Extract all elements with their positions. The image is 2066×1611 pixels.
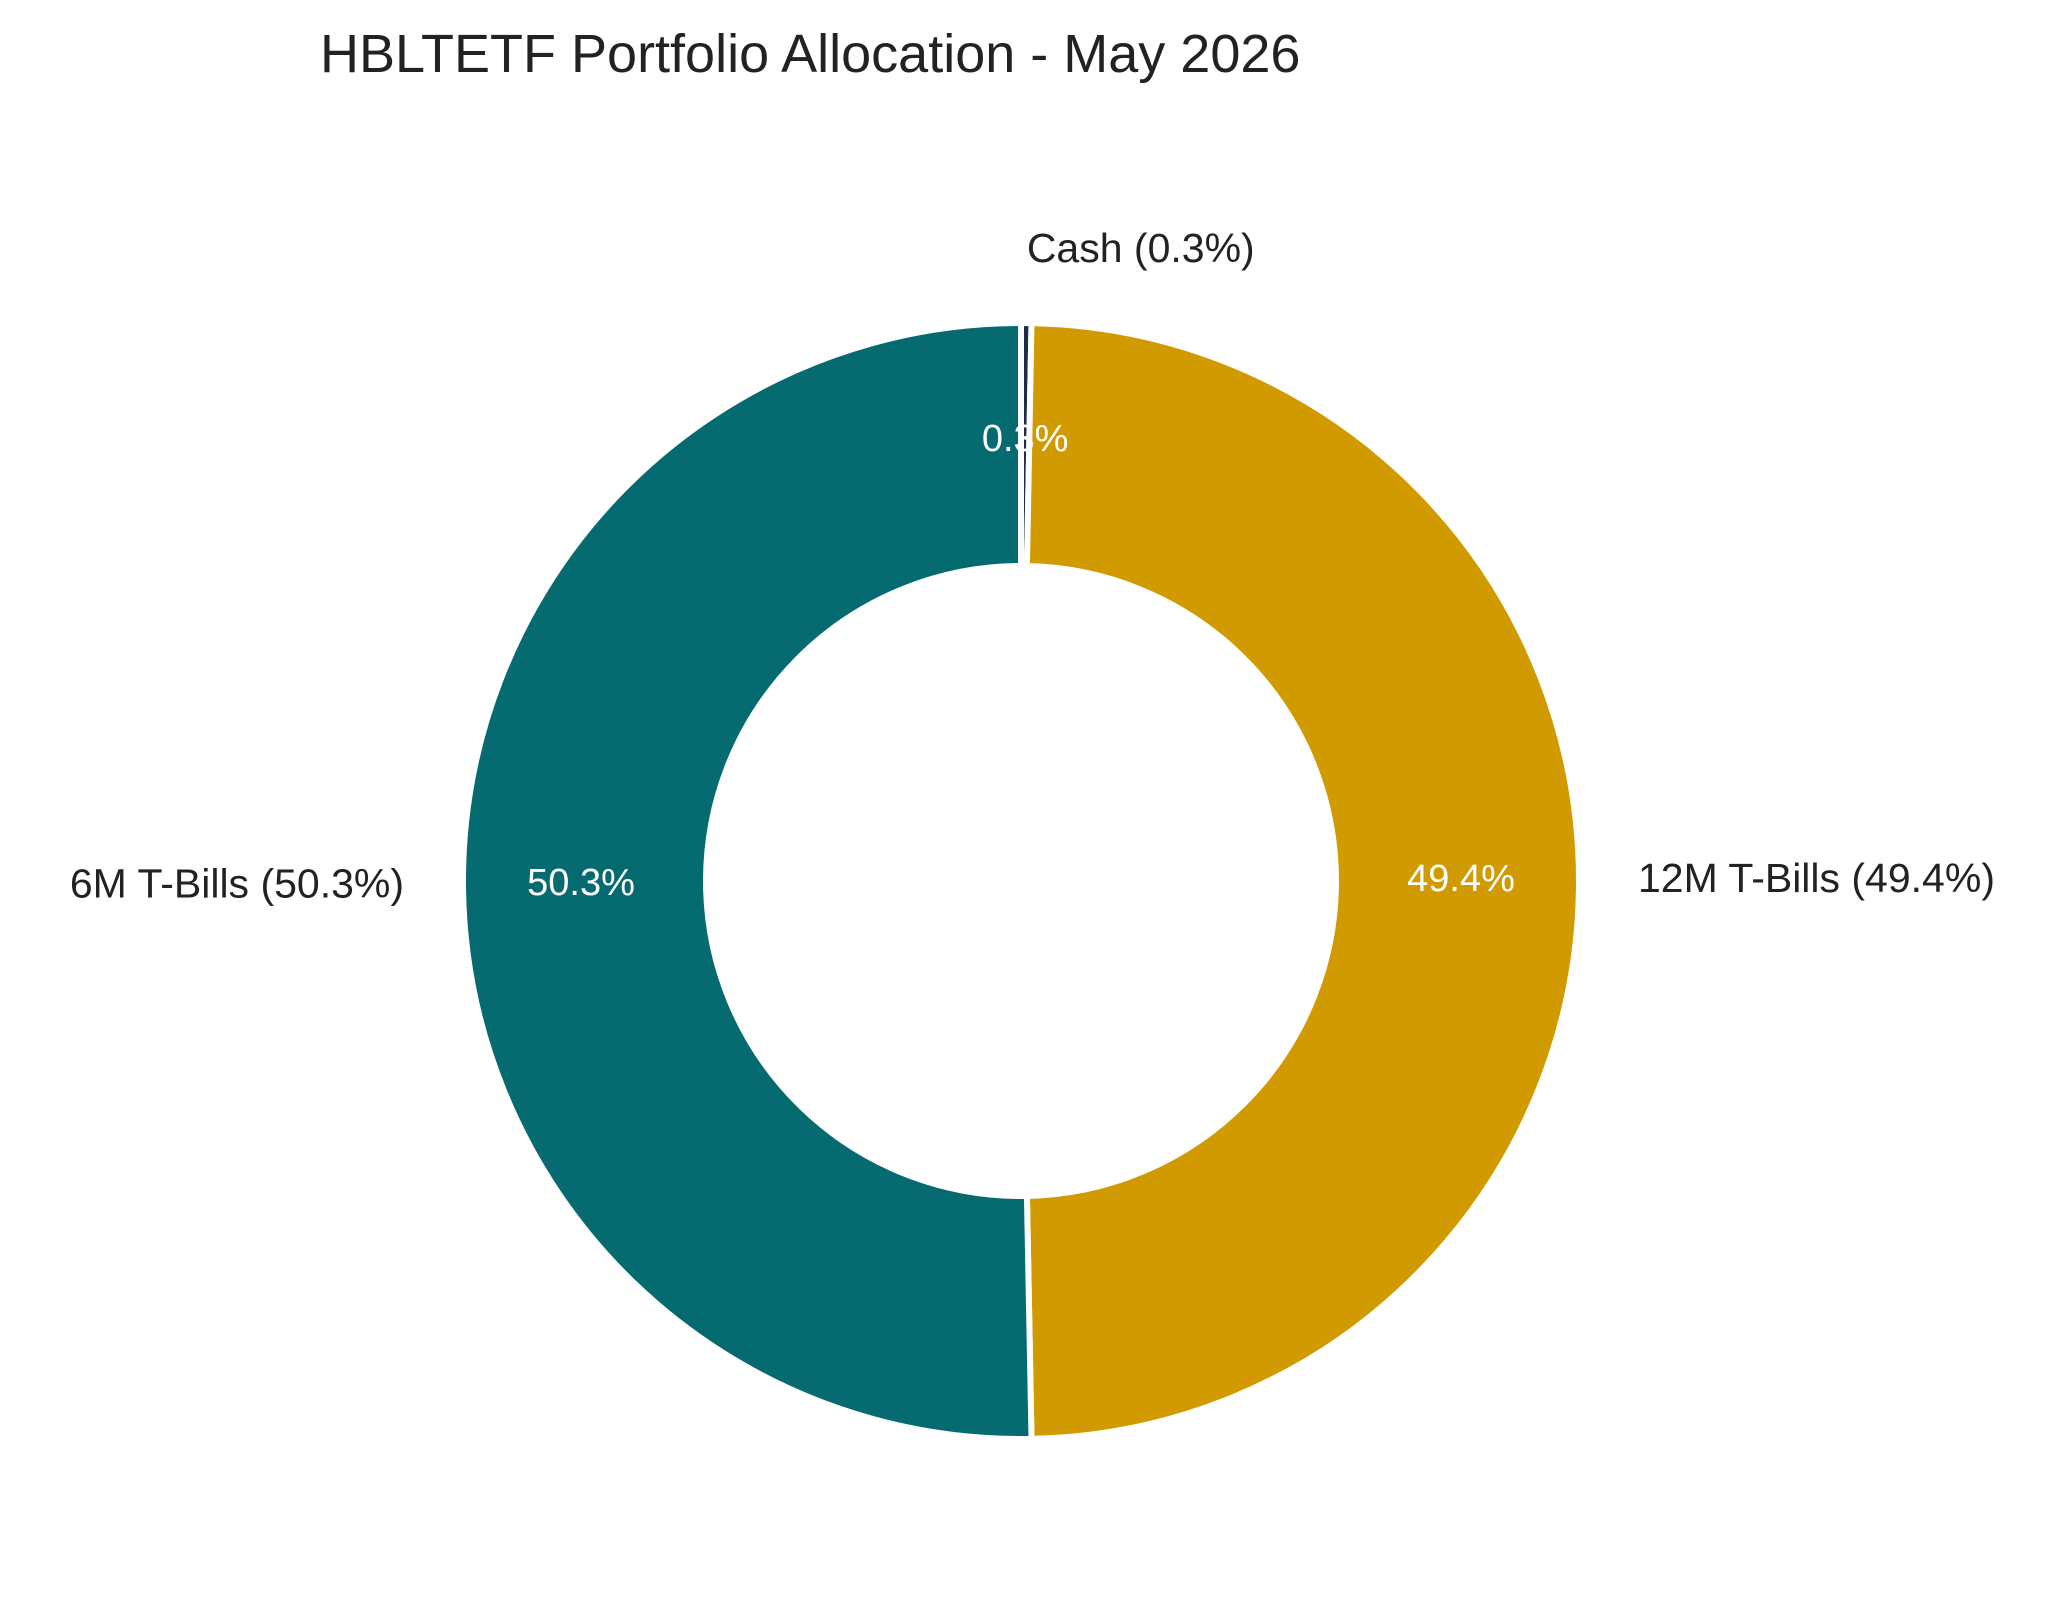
outer-label-12m-t-bills: 12M T-Bills (49.4%) bbox=[1638, 855, 1995, 901]
chart-title: HBLTETF Portfolio Allocation - May 2026 bbox=[320, 24, 1300, 84]
pct-label-6m-t-bills: 50.3% bbox=[527, 862, 635, 904]
pct-label-12m-t-bills: 49.4% bbox=[1407, 858, 1515, 900]
slice-labels: Cash (0.3%) 0.3% 12M T-Bills (49.4%) 49.4% 6… bbox=[70, 225, 1995, 907]
outer-label-6m-t-bills: 6M T-Bills (50.3%) bbox=[70, 861, 404, 907]
slice-12m-t-bills bbox=[1023, 320, 1582, 1442]
pct-label-cash: 0.3% bbox=[982, 418, 1069, 460]
outer-label-cash: Cash (0.3%) bbox=[1027, 225, 1255, 271]
slice-6m-t-bills bbox=[459, 319, 1035, 1442]
pie-slices bbox=[459, 319, 1582, 1442]
